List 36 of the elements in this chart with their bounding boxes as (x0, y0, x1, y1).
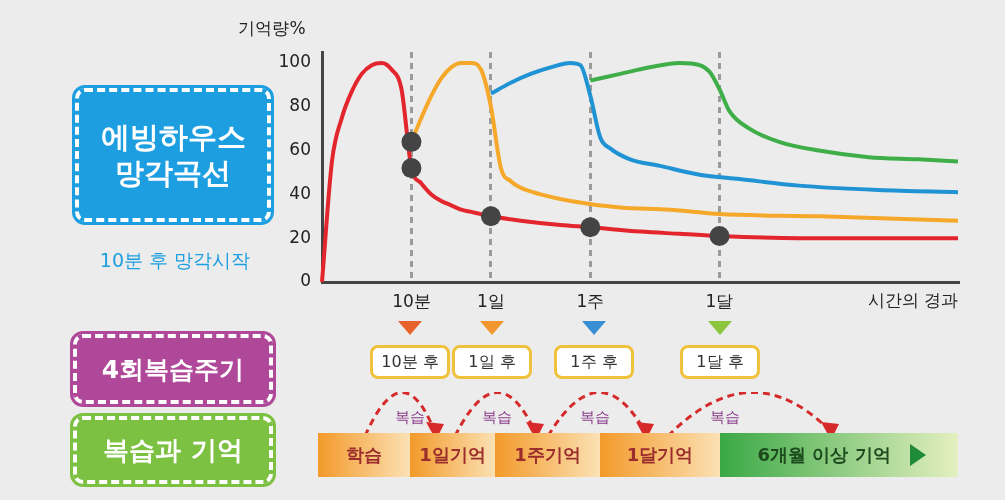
y-tick-label: 0 (300, 270, 311, 291)
point (401, 158, 422, 179)
text: 복습 (394, 408, 426, 427)
line-series (488, 60, 960, 195)
text: 에빙하우스 망각곡선 (75, 88, 271, 222)
text: 1주 후 (554, 345, 634, 379)
text: 복습 (579, 408, 611, 427)
y-tick-label: 100 (278, 51, 311, 72)
text: 10분 후 (370, 345, 450, 379)
text: 1달 후 (680, 345, 760, 379)
point (480, 206, 501, 227)
text: 1주기억 (495, 433, 600, 477)
y-tick-label: 40 (289, 182, 311, 203)
y-tick-label: 20 (289, 226, 311, 247)
point (401, 131, 422, 152)
text: 1달기억 (600, 433, 720, 477)
x-tick-label: 1일 (477, 290, 505, 311)
y-tick-label: 80 (289, 95, 311, 116)
text: 6개월 이상 기억 (720, 433, 958, 477)
text: 4회복습주기 (73, 334, 273, 404)
text: 10분 후 망각시작 (98, 248, 252, 273)
x-axis-title: 시간의 경과 (867, 290, 958, 311)
text: 복습 (709, 408, 741, 427)
line-series (588, 60, 960, 164)
point (709, 226, 730, 246)
text: 복습과 기억 (73, 416, 273, 484)
text: 1일기억 (410, 433, 495, 477)
text: 복습 (481, 408, 513, 427)
y-tick-label: 60 (289, 138, 311, 159)
point (580, 217, 601, 238)
x-tick-label: 1달 (705, 290, 734, 311)
x-tick-label: 10분 (392, 290, 431, 311)
text: 1일 후 (452, 345, 532, 379)
y-axis-title: 기억량% (238, 18, 306, 39)
text: 학습 (318, 433, 410, 477)
x-tick-label: 1주 (576, 290, 605, 311)
